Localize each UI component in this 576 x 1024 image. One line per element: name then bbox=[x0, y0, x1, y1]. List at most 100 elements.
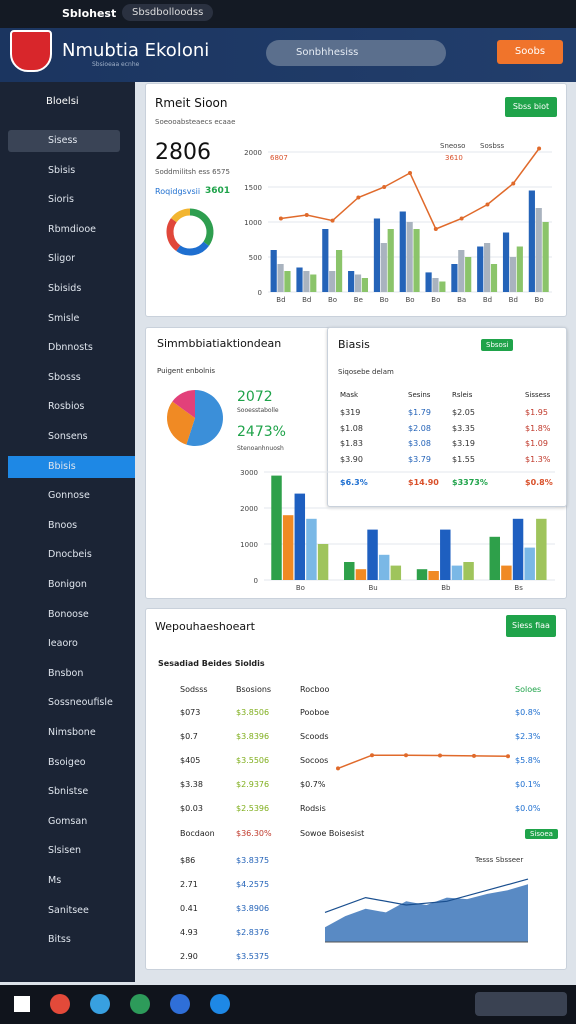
nav-item[interactable]: Rbmdiooe bbox=[48, 223, 97, 235]
tab[interactable]: Sbsdbolloodss bbox=[122, 4, 214, 21]
cell: $1.79 bbox=[408, 408, 431, 417]
line-point bbox=[278, 216, 283, 221]
nav-item[interactable]: Nimsbone bbox=[48, 727, 96, 738]
nav-item[interactable]: Slsisen bbox=[48, 845, 82, 857]
nav-item[interactable]: Bnoos bbox=[48, 519, 78, 531]
x-tick-label: Bo bbox=[405, 296, 414, 304]
x-tick-label: Bo bbox=[328, 296, 337, 304]
cell: $1.55 bbox=[452, 454, 475, 464]
nav-item[interactable]: Bnsbon bbox=[48, 667, 84, 679]
line-point bbox=[433, 227, 438, 231]
nav-item[interactable]: Dbnnosts bbox=[48, 342, 93, 354]
nav-item[interactable]: Sbnistse bbox=[48, 786, 89, 798]
nav-item[interactable]: Sossneoufisle bbox=[48, 697, 113, 709]
pie-slice bbox=[167, 401, 195, 445]
bar bbox=[310, 274, 317, 292]
app-icon[interactable] bbox=[50, 994, 70, 1014]
bar bbox=[458, 250, 465, 292]
bar bbox=[271, 475, 282, 580]
app-icon[interactable] bbox=[130, 994, 150, 1014]
cell: $3.8396 bbox=[236, 732, 270, 741]
card-subtitle: Soeooabsteaecs ecaae bbox=[155, 118, 236, 126]
nav-item[interactable]: Dnocbeis bbox=[48, 549, 92, 561]
start-button[interactable] bbox=[14, 996, 30, 1012]
column-header: Mask bbox=[340, 391, 359, 399]
nav-item[interactable]: Bbisis bbox=[8, 455, 135, 478]
cell: $2.08 bbox=[408, 423, 431, 433]
cell: Rodsis bbox=[300, 804, 326, 813]
cell: $3.08 bbox=[408, 439, 431, 448]
bar bbox=[536, 518, 547, 580]
bar bbox=[270, 250, 277, 292]
nav-item[interactable]: Rosbios bbox=[48, 401, 85, 413]
x-tick-label: Bd bbox=[509, 296, 518, 304]
nav-item[interactable]: Sbisis bbox=[48, 164, 76, 176]
column-header: Sesins bbox=[408, 391, 431, 399]
line-point bbox=[459, 216, 464, 221]
line-series bbox=[337, 754, 509, 770]
nav-item[interactable]: Gonnose bbox=[48, 490, 90, 502]
x-tick-label: Bd bbox=[302, 296, 311, 304]
nav-item[interactable]: Bitss bbox=[48, 934, 71, 946]
pie-slice bbox=[172, 390, 195, 418]
bar bbox=[344, 562, 355, 580]
x-tick-label: Bs bbox=[514, 584, 523, 592]
line-point bbox=[485, 202, 490, 207]
cell: $0.7% bbox=[300, 780, 326, 789]
cell: $5.8% bbox=[515, 756, 541, 765]
cell: $405 bbox=[180, 756, 201, 765]
nav-item[interactable]: Ieaoro bbox=[48, 638, 78, 650]
cell: $2.5396 bbox=[236, 804, 270, 813]
cell: $0.7 bbox=[180, 732, 198, 741]
kpi-caption: Stenoanhnuosh bbox=[237, 445, 284, 452]
button[interactable]: Sisoea bbox=[525, 829, 558, 839]
nav-item[interactable]: Sbisids bbox=[48, 283, 82, 294]
nav-item[interactable]: Sonsens bbox=[48, 431, 88, 442]
bar bbox=[380, 243, 387, 292]
logo bbox=[10, 30, 52, 72]
button[interactable]: Sbss biot bbox=[505, 97, 557, 117]
line-point bbox=[506, 754, 510, 759]
line-series bbox=[280, 148, 540, 230]
app-icon[interactable] bbox=[90, 994, 110, 1014]
cell: $4.2575 bbox=[236, 880, 270, 889]
search-box[interactable]: Sonbhhesiss bbox=[266, 40, 446, 66]
nav-item[interactable]: Gomsan bbox=[48, 815, 88, 827]
nav-item[interactable]: Sbosss bbox=[48, 371, 81, 383]
nav-item[interactable]: Ms bbox=[48, 875, 62, 886]
cell: $3.8906 bbox=[236, 904, 270, 913]
bar bbox=[406, 222, 413, 292]
nav-item[interactable]: Sanitsee bbox=[48, 904, 89, 916]
nav-item[interactable]: Sisess bbox=[8, 130, 120, 152]
nav-item[interactable]: Smisle bbox=[48, 312, 80, 324]
bar bbox=[373, 218, 381, 292]
cell: $1.8% bbox=[525, 423, 551, 433]
bar bbox=[335, 250, 343, 292]
x-tick-label: Ba bbox=[457, 296, 466, 304]
annotation: Sosbss bbox=[480, 142, 504, 150]
line-point bbox=[511, 181, 516, 186]
button[interactable]: Siess fiaa bbox=[506, 615, 556, 637]
app-icon[interactable] bbox=[170, 994, 190, 1014]
nav-item[interactable]: Bonigon bbox=[48, 579, 87, 590]
nav-item[interactable]: Bonoose bbox=[48, 608, 89, 620]
kpi-caption: Soddmilitsh ess 6575 bbox=[155, 168, 230, 176]
badge: Sbsosi bbox=[481, 339, 514, 351]
nav-item[interactable]: Bsoigeo bbox=[48, 756, 86, 768]
nav-item[interactable]: Sligor bbox=[48, 253, 76, 265]
y-tick-label: 1500 bbox=[244, 184, 262, 192]
search-button[interactable]: Soobs bbox=[497, 40, 563, 64]
app-icon[interactable] bbox=[210, 994, 230, 1014]
y-tick-label: 1000 bbox=[240, 541, 258, 549]
bar bbox=[416, 569, 428, 580]
cell: $1.09 bbox=[525, 439, 548, 448]
x-tick-label: Be bbox=[354, 296, 363, 304]
kpi-caption: Sooesstabolle bbox=[237, 407, 279, 414]
bar bbox=[512, 518, 524, 580]
cell: 2.71 bbox=[180, 880, 198, 889]
cell: $0.0% bbox=[515, 804, 541, 813]
kpi: 2072 bbox=[237, 389, 273, 405]
nav-item[interactable]: Sioris bbox=[48, 194, 74, 206]
section-title: Sesadiad Beides Sioldis bbox=[158, 659, 265, 668]
cell: $1.3% bbox=[525, 454, 551, 464]
